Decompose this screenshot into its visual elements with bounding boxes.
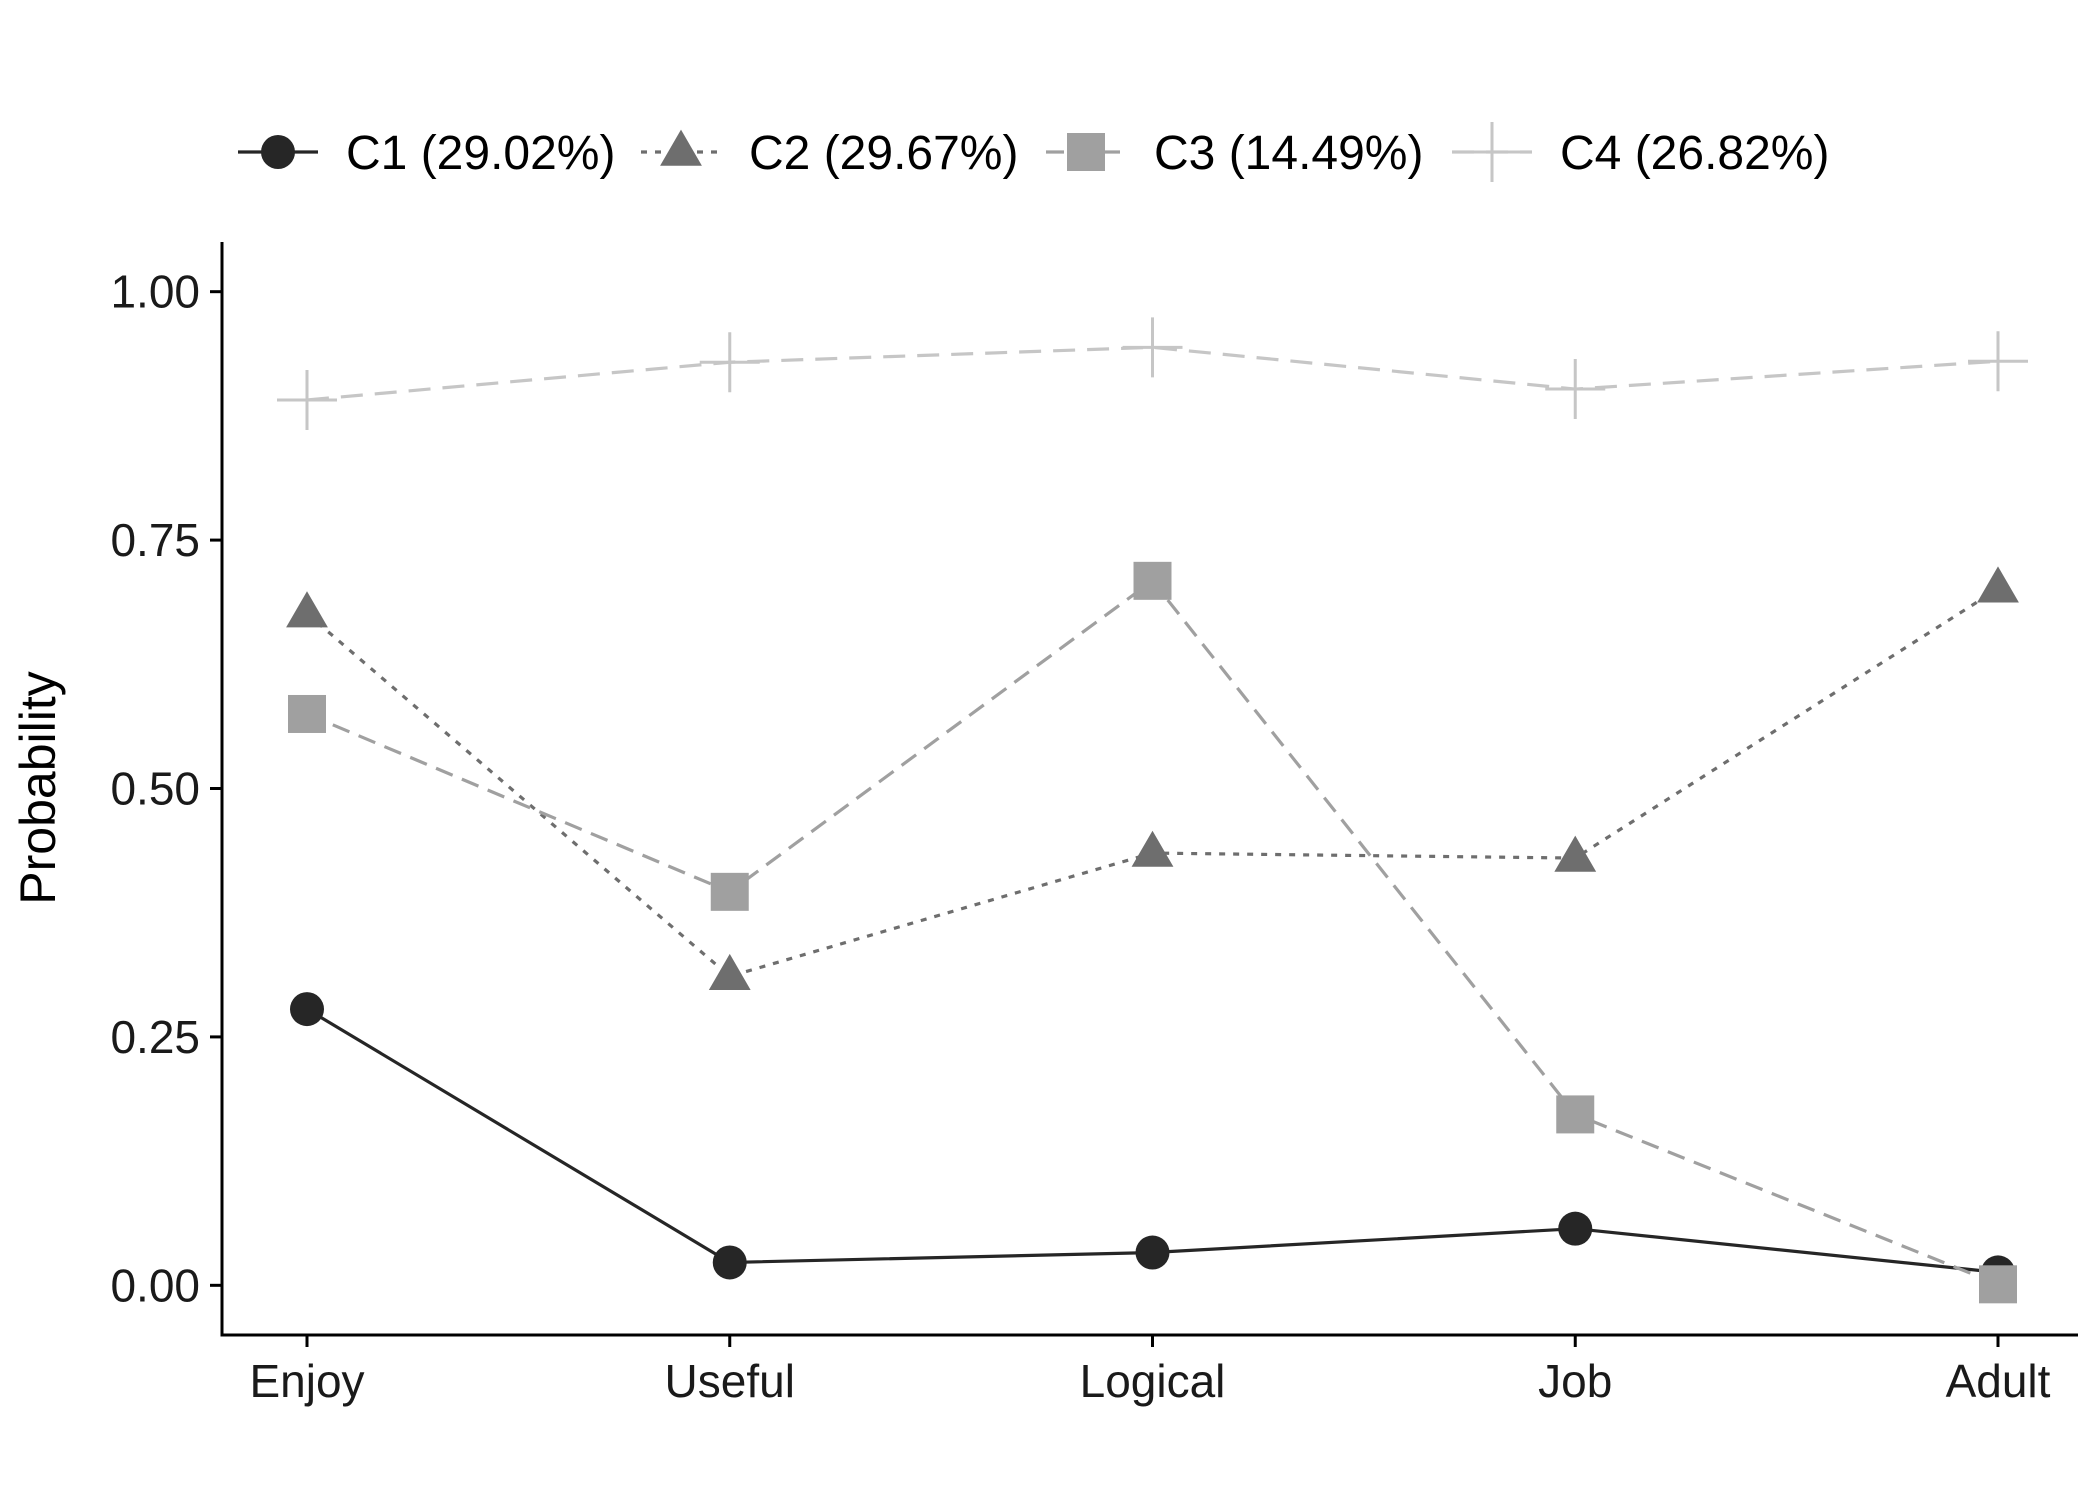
data-point-c1-enjoy [290,992,324,1027]
y-tick-label: 0.75 [110,514,200,566]
x-tick-label-adult: Adult [1946,1355,2051,1407]
y-tick-label: 0.25 [110,1011,200,1063]
legend-item-c3: C3 (14.49%) [1046,127,1423,180]
series-line-4 [306,345,1999,402]
y-tick-label: 1.00 [110,266,200,318]
legend-label-c4: C4 (26.82%) [1560,127,1829,180]
data-point-c4-enjoy [277,369,337,430]
data-point-c1-useful [712,1245,747,1280]
y-tick-label: 0.50 [110,763,200,815]
data-point-c2-enjoy [286,591,328,628]
data-point-c3-enjoy [288,694,326,733]
legend-item-c2: C2 (29.67%) [641,127,1018,180]
x-tick-label-job: Job [1538,1355,1612,1407]
data-point-c4-useful [699,332,760,393]
legend-label-c2: C2 (29.67%) [749,127,1018,180]
data-point-c3-adult [1979,1265,2017,1304]
series-line-1 [306,1007,1999,1274]
data-point-c2-logical [1131,830,1174,867]
legend-marker-plus-icon [1462,122,1522,182]
y-axis-title: Probability [10,671,66,904]
data-point-c2-adult [1977,566,2019,603]
series-markers [277,317,2028,1304]
y-tick-label: 0.00 [110,1259,200,1311]
series-line-2 [305,587,1999,979]
y-ticks: 0.00 0.25 0.50 0.75 1.00 [110,266,222,1311]
legend-item-c1: C1 (29.02%) [238,127,615,180]
data-point-c4-logical [1122,317,1183,378]
legend-label-c1: C1 (29.02%) [346,127,615,180]
legend-marker-triangle-icon [660,129,702,166]
series-4-points [277,317,2028,430]
data-point-c1-logical [1135,1235,1170,1270]
x-tick-label-enjoy: Enjoy [249,1355,364,1407]
legend: C1 (29.02%) C2 (29.67%) C3 (14.49%) C4 (26.… [238,122,1829,182]
series-3-points [288,561,2017,1304]
data-point-c1-job [1558,1211,1593,1246]
legend-item-c4: C4 (26.82%) [1452,122,1829,182]
data-point-c4-job [1545,359,1606,420]
data-point-c3-job [1556,1095,1595,1134]
axes: 0.00 0.25 0.50 0.75 1.00 Enjoy Useful Logical J… [10,242,2078,1407]
data-point-c3-logical [1133,561,1172,600]
legend-marker-circle-icon [261,135,295,169]
series-2-points [286,566,2019,991]
x-ticks: Enjoy Useful Logical Job Adult [249,1335,2051,1407]
data-point-c2-job [1554,835,1597,872]
data-point-c3-useful [710,872,749,911]
data-point-c4-adult [1968,331,2028,392]
series-lines [305,345,1999,1286]
x-tick-label-useful: Useful [665,1355,795,1407]
legend-marker-square-icon [1067,133,1105,171]
series-1-points [290,992,2015,1290]
series-line-3 [306,578,1999,1286]
x-tick-label-logical: Logical [1080,1355,1226,1407]
data-point-c2-useful [708,953,751,991]
plot-area [277,317,2028,1304]
legend-label-c3: C3 (14.49%) [1154,127,1423,180]
